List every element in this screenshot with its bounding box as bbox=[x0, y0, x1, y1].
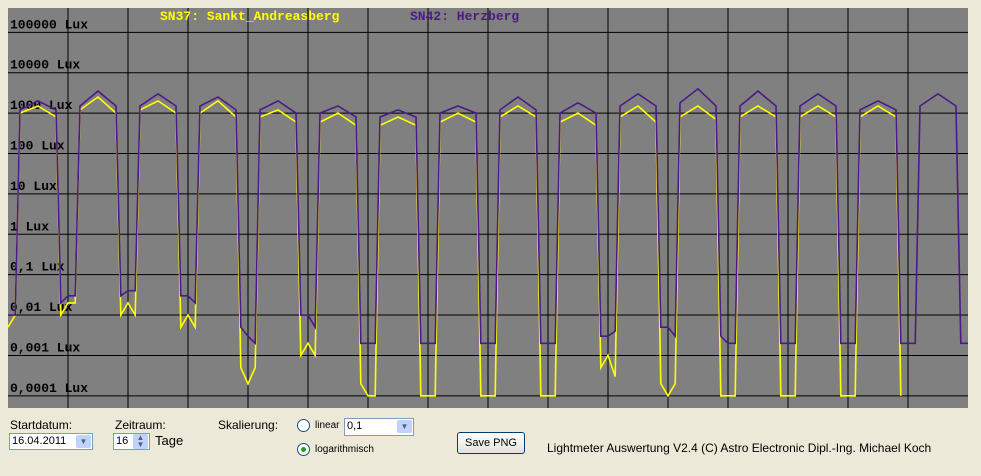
spinner-value: 16 bbox=[116, 435, 129, 447]
label: Tage bbox=[155, 433, 184, 448]
y-tick-label: 10 Lux bbox=[10, 179, 57, 194]
save-button[interactable]: Save PNG bbox=[457, 432, 525, 454]
y-tick-label: 0,01 Lux bbox=[10, 300, 73, 315]
y-tick-label: 0,1 Lux bbox=[10, 260, 65, 275]
label: linear bbox=[315, 420, 340, 431]
label: Startdatum: bbox=[10, 418, 73, 432]
linear-combo[interactable]: 0,1 ▼ bbox=[344, 418, 414, 436]
label: Zeitraum: bbox=[115, 418, 166, 432]
label: logarithmisch bbox=[315, 444, 374, 455]
spinner[interactable]: 16 ▲ ▼ bbox=[113, 433, 150, 450]
y-tick-label: 0,001 Lux bbox=[10, 340, 80, 355]
radio-linear[interactable] bbox=[297, 419, 310, 432]
y-tick-label: 1 Lux bbox=[10, 219, 49, 234]
legend-entry: SN37: Sankt_Andreasberg bbox=[160, 9, 340, 24]
y-tick-label: 1000 Lux bbox=[10, 98, 73, 113]
date-picker[interactable]: 16.04.2011 ▼ bbox=[9, 433, 93, 450]
y-tick-label: 10000 Lux bbox=[10, 58, 80, 73]
radio-log[interactable] bbox=[297, 443, 310, 456]
series-line bbox=[8, 95, 902, 398]
chart: 100000 Lux 10000 Lux 1000 Lux 100 Lux 10 Lux… bbox=[8, 8, 968, 408]
footer: Lightmeter Auswertung V2.4 (C) Astro Ele… bbox=[547, 441, 932, 455]
date-value: 16.04.2011 bbox=[12, 435, 67, 447]
label: Skalierung: bbox=[218, 418, 279, 432]
y-tick-label: 100000 Lux bbox=[10, 17, 88, 32]
combo-value: 0,1 bbox=[347, 420, 363, 432]
y-tick-label: 0,0001 Lux bbox=[10, 381, 88, 396]
dropdown-arrow[interactable]: ▼ bbox=[76, 435, 91, 448]
spinner-arrows[interactable]: ▲ ▼ bbox=[133, 434, 148, 449]
legend-entry: SN42: Herzberg bbox=[410, 9, 519, 24]
series-line bbox=[8, 87, 968, 346]
dropdown-arrow[interactable]: ▼ bbox=[397, 420, 412, 433]
y-tick-label: 100 Lux bbox=[10, 138, 65, 153]
